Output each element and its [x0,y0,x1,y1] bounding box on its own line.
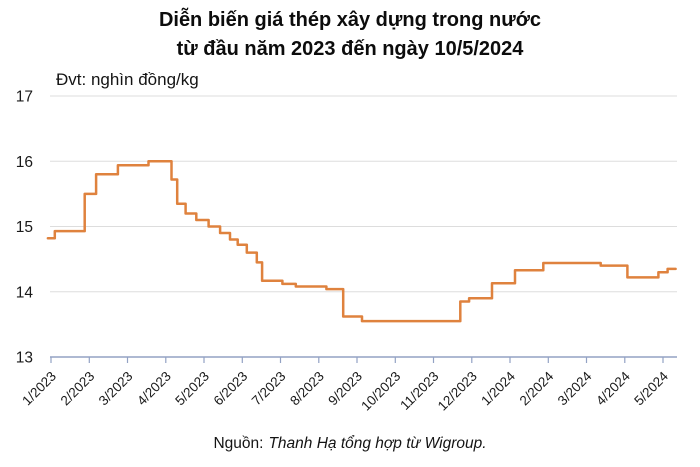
price-step-line [46,160,677,323]
x-tick-label: 7/2023 [249,369,289,409]
y-tick-label: 17 [16,89,33,106]
chart-title-line1: Diễn biến giá thép xây dựng trong nước [158,9,542,31]
x-tick-label: 5/2023 [172,369,212,409]
x-tick-label: 3/2024 [555,368,595,408]
x-tick-label: 12/2023 [435,369,480,414]
x-tick-label: 1/2023 [19,369,59,409]
y-tick-label: 15 [16,219,33,236]
x-tick-label: 1/2024 [478,368,518,408]
x-tick-label: 5/2024 [631,368,671,408]
chart-title-line2: từ đầu năm 2023 đến ngày 10/5/2024 [176,38,524,60]
x-tick-label: 10/2023 [358,369,403,414]
source-note: Nguồn: Thanh Hạ tổng hợp từ Wigroup. [0,435,700,453]
y-tick-label: 14 [16,284,34,301]
x-tick-label: 2/2024 [517,368,557,408]
x-tick-label: 3/2023 [96,369,136,409]
x-tick-label: 6/2023 [211,369,251,409]
x-tick-label: 11/2023 [397,369,441,413]
x-tick-label: 4/2024 [593,368,633,408]
chart-title: Diễn biến giá thép xây dựng trong nước t… [0,6,700,64]
x-tick-label: 4/2023 [134,369,174,409]
y-tick-label: 16 [16,154,33,171]
unit-label: Đvt: nghìn đồng/kg [56,70,199,89]
source-text: Thanh Hạ tổng hợp từ Wigroup. [268,435,487,452]
source-prefix: Nguồn: [213,435,264,452]
x-tick-label: 2/2023 [58,369,98,409]
y-tick-label: 13 [16,350,33,367]
x-tick-label: 8/2023 [287,369,327,409]
